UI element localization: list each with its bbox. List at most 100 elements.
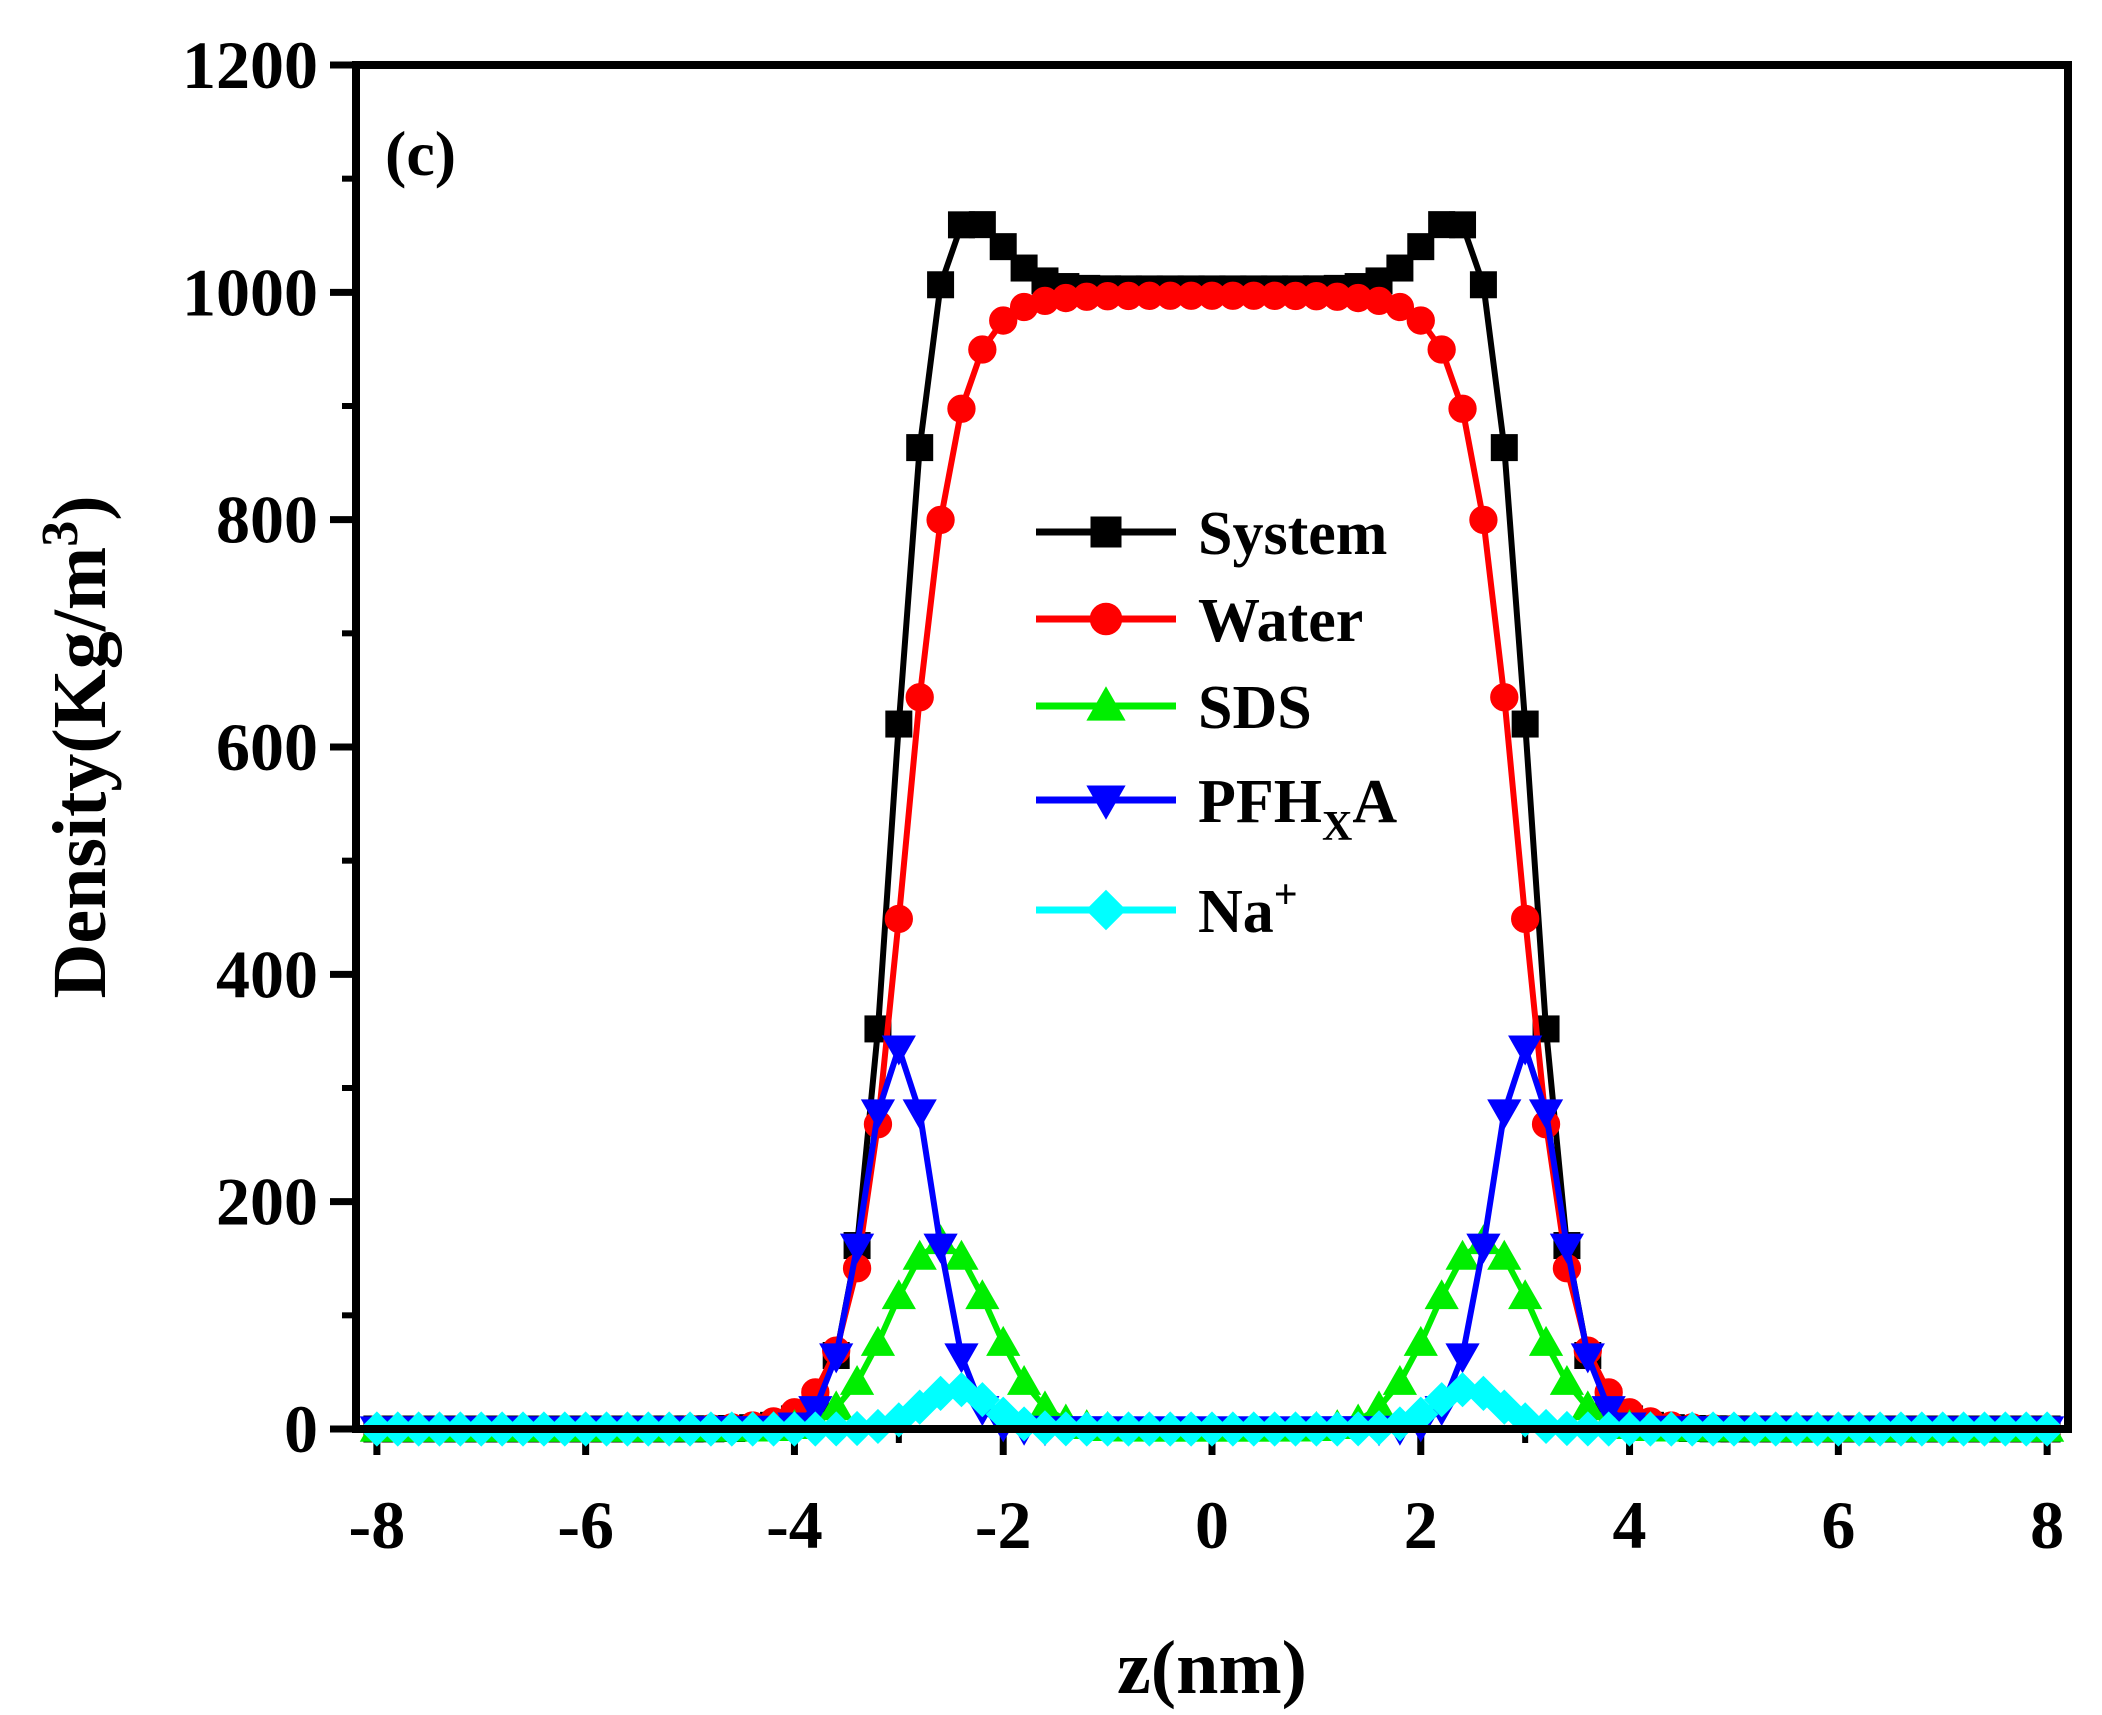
data-point — [1511, 904, 1540, 933]
legend-label-main: System — [1198, 500, 1387, 568]
x-tick-label: -8 — [349, 1487, 406, 1563]
data-point — [947, 394, 976, 423]
data-point — [1406, 306, 1435, 335]
y-tick-label: 0 — [284, 1391, 318, 1467]
data-point — [1528, 1099, 1564, 1130]
y-axis-label-superscript: 3 — [32, 521, 89, 547]
y-tick-label: 1000 — [182, 254, 318, 330]
data-point — [860, 1325, 896, 1356]
data-point — [1449, 211, 1477, 239]
series-line — [376, 1045, 2048, 1432]
data-point — [819, 1343, 854, 1374]
data-point — [902, 1389, 938, 1425]
data-point — [944, 1343, 979, 1374]
data-point — [1445, 1239, 1480, 1270]
data-point — [902, 1099, 937, 1130]
legend-label-main: Water — [1198, 587, 1363, 655]
legend-swatch-marker — [1086, 686, 1126, 721]
legend-swatch-marker — [1086, 785, 1126, 820]
y-tick-label: 400 — [216, 936, 318, 1012]
data-point — [905, 683, 934, 712]
series-water — [362, 281, 2062, 1444]
legend-item: PFHXA — [1036, 768, 1397, 850]
legend-item: System — [1036, 500, 1387, 568]
legend-item: Na+ — [1036, 872, 1298, 946]
x-tick-label: -6 — [557, 1487, 614, 1563]
series-line — [376, 1238, 2048, 1432]
data-point — [1427, 335, 1456, 364]
data-point — [860, 1099, 896, 1130]
data-point — [906, 434, 934, 462]
x-tick-label: -4 — [766, 1487, 823, 1563]
y-tick-labels: 0 200 400 600 800 1000 1200 — [182, 27, 318, 1467]
data-point — [885, 710, 913, 738]
x-tick-label: 6 — [1821, 1487, 1855, 1563]
y-axis-label-main: Density(Kg/m — [38, 547, 122, 999]
legend-label-main: PFH — [1198, 768, 1322, 836]
x-tick-label: 4 — [1613, 1487, 1647, 1563]
data-point — [1469, 505, 1498, 535]
data-point — [1487, 1239, 1522, 1270]
data-point — [839, 1233, 875, 1264]
data-point — [881, 1035, 916, 1066]
x-tick-label: 8 — [2030, 1487, 2064, 1563]
data-point — [1382, 1364, 1418, 1395]
data-point — [965, 1279, 1000, 1310]
legend-label-tail: A — [1352, 768, 1397, 836]
data-point — [926, 505, 955, 535]
axis-ticks — [330, 61, 2051, 1455]
data-point — [1466, 1233, 1501, 1264]
data-point — [1385, 292, 1415, 322]
data-point — [986, 1325, 1021, 1356]
panel-label: (c) — [385, 118, 456, 189]
data-point — [989, 306, 1018, 335]
legend-swatch-marker — [1090, 516, 1122, 548]
data-point — [1424, 1279, 1459, 1310]
x-tick-label: -2 — [975, 1487, 1032, 1563]
legend-label: PFHXA — [1198, 768, 1397, 850]
y-tick-label: 1200 — [182, 27, 318, 103]
legend-label-superscript: + — [1274, 872, 1298, 918]
data-point — [1508, 1035, 1543, 1066]
legend-label: SDS — [1198, 674, 1312, 742]
data-point — [1549, 1364, 1585, 1395]
legend-label: Na+ — [1198, 872, 1298, 946]
data-point — [881, 1279, 916, 1310]
data-point — [1549, 1233, 1585, 1264]
y-axis-label-close: ) — [38, 495, 122, 520]
data-point — [968, 335, 997, 364]
y-tick-label: 800 — [216, 482, 318, 558]
series-line — [376, 292, 2048, 1432]
x-axis-label: z(nm) — [1117, 1626, 1307, 1710]
data-point — [902, 1239, 937, 1270]
legend-label-main: SDS — [1198, 674, 1312, 742]
data-point — [1486, 1389, 1522, 1425]
data-point — [839, 1364, 875, 1395]
data-point — [944, 1239, 979, 1270]
legend-label-main: Na — [1198, 878, 1274, 946]
legend-item: SDS — [1036, 674, 1312, 742]
legend-swatch-marker — [1089, 602, 1123, 636]
data-point — [1508, 1279, 1543, 1310]
data-point — [1490, 683, 1519, 712]
legend-swatch-marker — [1085, 889, 1127, 931]
data-point — [1445, 1343, 1480, 1374]
data-point — [1469, 271, 1497, 299]
legend-label: System — [1198, 500, 1387, 568]
data-point — [1448, 394, 1477, 423]
data-point — [884, 904, 913, 933]
series-pfhxa — [359, 1035, 2065, 1447]
data-point — [943, 1372, 980, 1408]
data-point — [923, 1233, 958, 1264]
data-point — [1465, 1375, 1502, 1411]
legend-label-subscript: X — [1322, 804, 1352, 850]
data-point — [1591, 1396, 1626, 1427]
series-na- — [359, 1372, 2065, 1447]
legend: System Water SDS PFHXA Na+ — [1036, 500, 1397, 946]
plot-frame — [352, 61, 2072, 1433]
y-tick-label: 600 — [216, 709, 318, 785]
data-point — [1490, 434, 1518, 462]
data-point — [1006, 1364, 1042, 1395]
x-tick-label: 2 — [1404, 1487, 1438, 1563]
x-tick-label: 0 — [1195, 1487, 1229, 1563]
